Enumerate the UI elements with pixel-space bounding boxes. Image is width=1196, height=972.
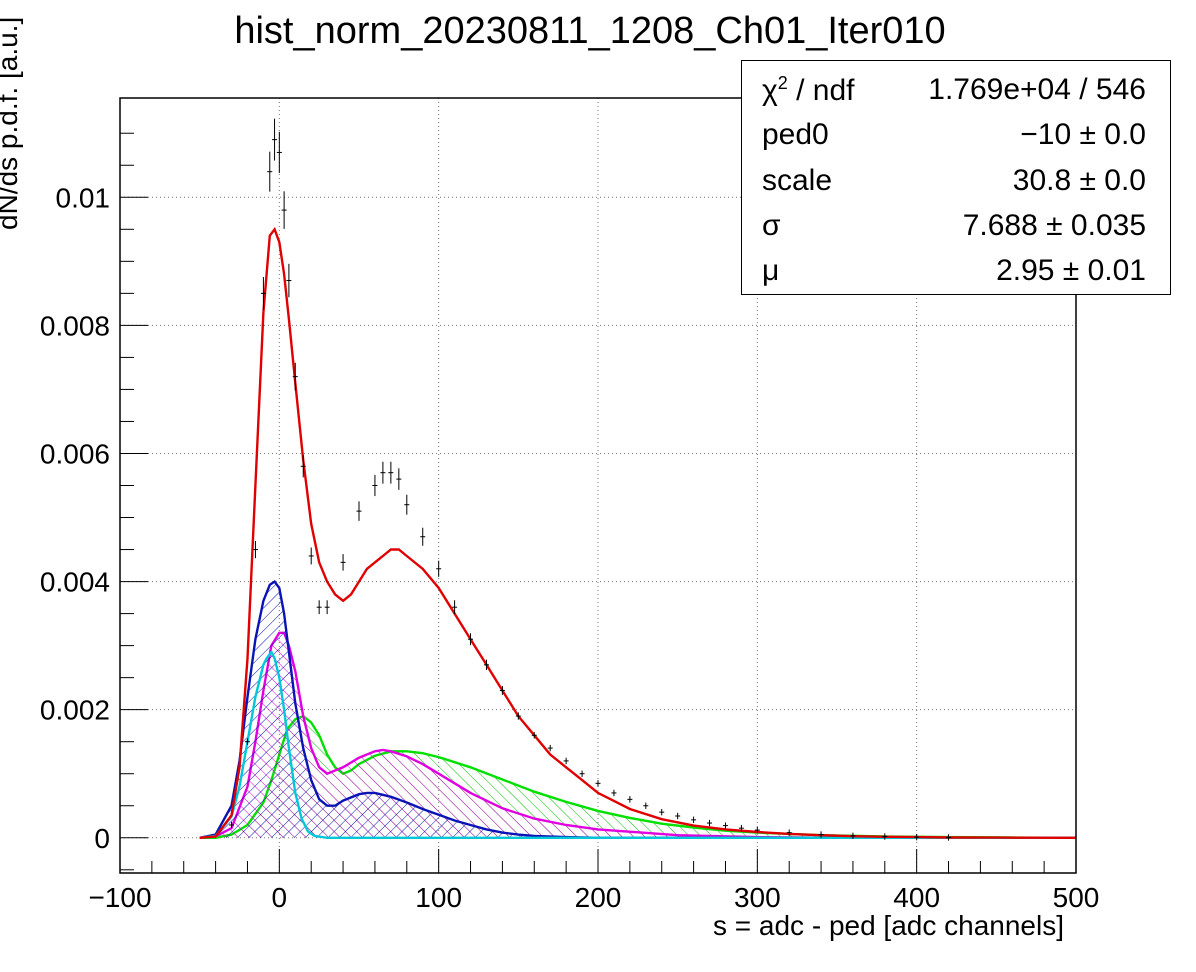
- data-point: [579, 770, 585, 777]
- data-point: [946, 834, 952, 841]
- data-point: [722, 822, 728, 829]
- data-point: [316, 600, 322, 615]
- data-point: [818, 831, 824, 838]
- stats-label-mu: μ: [762, 254, 780, 287]
- stats-row-scale: scale 30.8 ± 0.0: [742, 164, 1170, 210]
- stats-label-ped0: ped0: [762, 118, 829, 151]
- stats-row-sigma: σ 7.688 ± 0.035: [742, 209, 1170, 255]
- x-tick-label: 100: [415, 882, 462, 913]
- data-point: [659, 808, 665, 816]
- y-tick-label: 0.008: [40, 310, 110, 341]
- data-point: [882, 833, 888, 840]
- fit-curve-cyan: [199, 649, 1076, 839]
- y-axis-label: dN/ds p.d.f. [a.u.]: [0, 16, 23, 230]
- stats-row-chi2: χ2 / ndf 1.769e+04 / 546: [742, 73, 1170, 119]
- data-point: [372, 474, 378, 497]
- data-point: [272, 118, 278, 161]
- stats-label-chi2: χ2 / ndf: [762, 73, 855, 107]
- data-point: [292, 362, 298, 391]
- data-point: [260, 277, 266, 310]
- data-point: [300, 455, 306, 478]
- data-point: [267, 151, 273, 192]
- fit-component-curve-blue: [199, 579, 1076, 839]
- data-point: [436, 560, 442, 577]
- data-point: [340, 554, 346, 571]
- data-point: [281, 191, 287, 229]
- y-tick-label: 0.002: [40, 695, 110, 726]
- stats-value-chi2: 1.769e+04 / 546: [928, 73, 1146, 106]
- fit-curve-red: [199, 226, 1076, 839]
- x-tick-label: 0: [272, 882, 288, 913]
- data-point: [786, 829, 792, 836]
- x-tick-label: −100: [88, 882, 151, 913]
- data-point: [244, 738, 250, 745]
- chart-title: hist_norm_20230811_1208_Ch01_Iter010: [234, 10, 946, 52]
- data-point: [707, 819, 713, 827]
- data-point: [324, 600, 330, 615]
- data-point: [563, 757, 569, 765]
- data-point: [468, 633, 474, 646]
- stats-value-ped0: −10 ± 0.0: [1020, 118, 1146, 151]
- data-point: [483, 659, 489, 671]
- data-point: [356, 501, 362, 521]
- data-point: [547, 744, 553, 752]
- data-point: [420, 527, 426, 546]
- data-point: [286, 263, 292, 298]
- y-tick-label: 0.004: [40, 567, 110, 598]
- data-point: [388, 461, 394, 484]
- stats-value-mu: 2.95 ± 0.01: [996, 254, 1146, 287]
- data-point: [380, 461, 386, 484]
- data-point: [515, 712, 521, 720]
- stats-row-mu: μ 2.95 ± 0.01: [742, 254, 1170, 300]
- data-point: [404, 494, 410, 515]
- data-point: [276, 131, 282, 174]
- data-point: [308, 547, 314, 565]
- y-tick-label: 0.01: [56, 182, 111, 213]
- x-tick-label: 200: [575, 882, 622, 913]
- data-point: [914, 833, 920, 841]
- stats-label-sigma: σ: [762, 209, 781, 242]
- fit-stats-box: χ2 / ndf 1.769e+04 / 546 ped0 −10 ± 0.0 …: [741, 60, 1171, 295]
- data-point: [675, 812, 681, 820]
- fit-component-area-magenta: [199, 632, 1076, 838]
- data-point: [738, 824, 744, 832]
- data-point: [252, 540, 258, 559]
- data-point: [229, 821, 235, 829]
- data-point: [611, 789, 617, 797]
- x-tick-label: 500: [1053, 882, 1100, 913]
- y-tick-label: 0: [94, 823, 110, 854]
- data-point: [452, 600, 458, 615]
- data-point: [691, 816, 697, 824]
- data-point: [499, 686, 505, 695]
- data-point: [850, 832, 856, 840]
- x-tick-label: 400: [893, 882, 940, 913]
- y-tick-label: 0.006: [40, 438, 110, 469]
- fit-component-area-blue: [199, 581, 1076, 838]
- data-point: [627, 796, 633, 803]
- stats-row-ped0: ped0 −10 ± 0.0: [742, 118, 1170, 164]
- stats-value-scale: 30.8 ± 0.0: [1012, 164, 1146, 197]
- data-point: [643, 802, 649, 809]
- stats-label-scale: scale: [762, 164, 833, 197]
- x-axis-label: s = adc - ped [adc channels]: [713, 910, 1064, 941]
- data-point: [595, 780, 601, 787]
- data-point: [396, 468, 402, 490]
- x-tick-label: 300: [734, 882, 781, 913]
- data-point: [754, 826, 760, 834]
- data-point: [531, 732, 537, 739]
- stats-value-sigma: 7.688 ± 0.035: [962, 209, 1146, 242]
